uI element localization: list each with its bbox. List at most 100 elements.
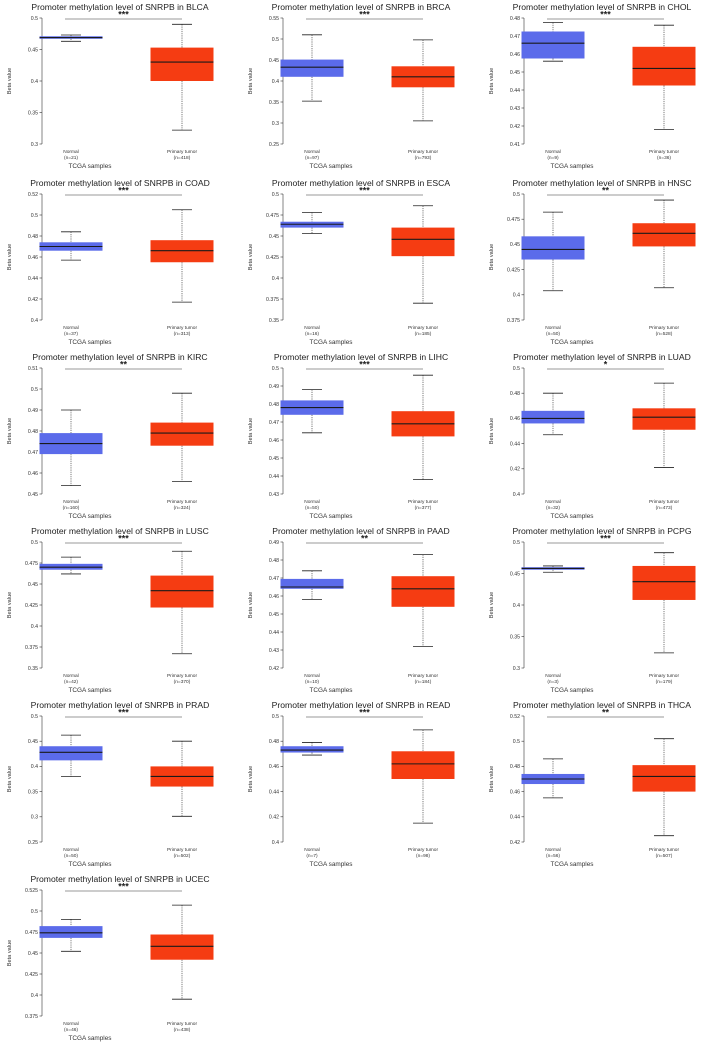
y-tick-label: 0.46: [510, 789, 520, 795]
sample-count-label: (n=21): [64, 155, 78, 161]
y-tick-label: 0.5: [31, 16, 38, 22]
y-tick-label: 0.5: [513, 366, 520, 372]
group-label: Primary tumor: [649, 149, 680, 155]
x-axis-label: TCGA samples: [310, 513, 353, 520]
y-axis-label: Beta value: [489, 68, 495, 94]
box-plot-svg: Promoter methylation level of SNRPB in L…: [7, 526, 214, 694]
normal-box: [280, 746, 344, 753]
y-tick-label: 0.44: [510, 88, 520, 94]
y-tick-label: 0.525: [25, 888, 38, 894]
y-tick-label: 0.46: [269, 594, 279, 600]
y-axis-label: Beta value: [489, 592, 495, 618]
y-tick-label: 0.375: [25, 645, 38, 651]
group-label: Normal: [304, 499, 319, 505]
y-tick-label: 0.475: [266, 213, 279, 219]
y-tick-label: 0.3: [513, 666, 520, 672]
chart-title: Promoter methylation level of SNRPB in E…: [272, 178, 450, 188]
chart-panel: Promoter methylation level of SNRPB in B…: [241, 0, 482, 174]
group-label: Primary tumor: [167, 1021, 198, 1027]
group-label: Normal: [304, 149, 319, 155]
y-tick-label: 0.48: [28, 429, 38, 435]
sample-count-label: (n=7): [306, 853, 318, 859]
y-axis-label: Beta value: [7, 68, 13, 94]
group-label: Normal: [545, 149, 560, 155]
chart-title: Promoter methylation level of SNRPB in B…: [272, 2, 451, 12]
group-label: Normal: [63, 1021, 78, 1027]
x-axis-label: TCGA samples: [551, 513, 594, 520]
group-label: Primary tumor: [408, 673, 439, 679]
y-tick-label: 0.425: [25, 972, 38, 978]
sample-count-label: (n=32): [546, 505, 560, 511]
chart-title: Promoter methylation level of SNRPB in C…: [30, 178, 210, 188]
y-tick-label: 0.5: [31, 387, 38, 393]
y-axis-label: Beta value: [7, 244, 13, 270]
y-tick-label: 0.48: [269, 558, 279, 564]
significance-label: ***: [359, 708, 370, 718]
y-tick-label: 0.375: [266, 297, 279, 303]
y-tick-label: 0.425: [25, 603, 38, 609]
group-label: Normal: [63, 673, 78, 679]
y-tick-label: 0.25: [28, 840, 38, 846]
y-tick-label: 0.4: [513, 603, 520, 609]
box-plot-svg: Promoter methylation level of SNRPB in U…: [7, 874, 214, 1042]
group-label: Normal: [304, 847, 319, 853]
y-tick-label: 0.475: [507, 217, 520, 223]
sample-count-label: (n=160): [63, 505, 80, 511]
y-tick-label: 0.45: [269, 58, 279, 64]
sample-count-label: (n=46): [64, 1027, 78, 1033]
significance-label: ***: [359, 186, 370, 196]
group-label: Primary tumor: [167, 499, 198, 505]
sample-count-label: (n=313): [174, 331, 191, 337]
y-tick-label: 0.46: [28, 255, 38, 261]
box-plot-svg: Promoter methylation level of SNRPB in C…: [7, 178, 214, 346]
box-plot-svg: Promoter methylation level of SNRPB in H…: [489, 178, 696, 346]
sample-count-label: (n=184): [415, 679, 432, 685]
sample-count-label: (n=36): [657, 155, 671, 161]
tumor-box: [391, 751, 455, 779]
sample-count-label: (n=50): [305, 505, 319, 511]
chart-panel: Promoter methylation level of SNRPB in L…: [241, 350, 482, 524]
y-tick-label: 0.49: [269, 384, 279, 390]
tumor-box: [632, 408, 696, 430]
tumor-box: [391, 576, 455, 607]
y-tick-label: 0.41: [510, 142, 520, 148]
x-axis-label: TCGA samples: [69, 687, 112, 694]
chart-title: Promoter methylation level of SNRPB in P…: [512, 526, 691, 536]
chart-title: Promoter methylation level of SNRPB in C…: [513, 2, 692, 12]
sample-count-label: (n=793): [415, 155, 432, 161]
y-tick-label: 0.4: [272, 276, 279, 282]
sample-count-label: (n=185): [415, 331, 432, 337]
y-tick-label: 0.47: [28, 450, 38, 456]
sample-count-label: (n=56): [546, 853, 560, 859]
y-tick-label: 0.5: [272, 714, 279, 720]
y-tick-label: 0.42: [269, 815, 279, 821]
group-label: Primary tumor: [408, 847, 439, 853]
box-plot-svg: Promoter methylation level of SNRPB in P…: [489, 526, 696, 694]
group-label: Primary tumor: [649, 847, 680, 853]
box-plot-svg: Promoter methylation level of SNRPB in C…: [489, 2, 696, 170]
y-tick-label: 0.52: [510, 714, 520, 720]
x-axis-label: TCGA samples: [69, 339, 112, 346]
y-tick-label: 0.375: [507, 318, 520, 324]
y-tick-label: 0.45: [510, 70, 520, 76]
x-axis-label: TCGA samples: [551, 687, 594, 694]
tumor-box: [632, 223, 696, 247]
group-label: Primary tumor: [408, 149, 439, 155]
y-tick-label: 0.4: [31, 318, 38, 324]
chart-panel: Promoter methylation level of SNRPB in E…: [241, 176, 482, 350]
y-tick-label: 0.45: [28, 492, 38, 498]
significance-label: *: [604, 360, 608, 370]
y-tick-label: 0.42: [28, 297, 38, 303]
group-label: Normal: [63, 149, 78, 155]
chart-panel: Promoter methylation level of SNRPB in R…: [241, 698, 482, 872]
sample-count-label: (n=16): [305, 331, 319, 337]
y-tick-label: 0.47: [269, 420, 279, 426]
normal-box: [39, 926, 103, 938]
y-tick-label: 0.44: [269, 630, 279, 636]
y-tick-label: 0.4: [513, 492, 520, 498]
chart-title: Promoter methylation level of SNRPB in H…: [512, 178, 691, 188]
sample-count-label: (n=98): [416, 853, 430, 859]
y-tick-label: 0.475: [25, 930, 38, 936]
y-tick-label: 0.45: [28, 951, 38, 957]
chart-panel: Promoter methylation level of SNRPB in P…: [0, 698, 241, 872]
